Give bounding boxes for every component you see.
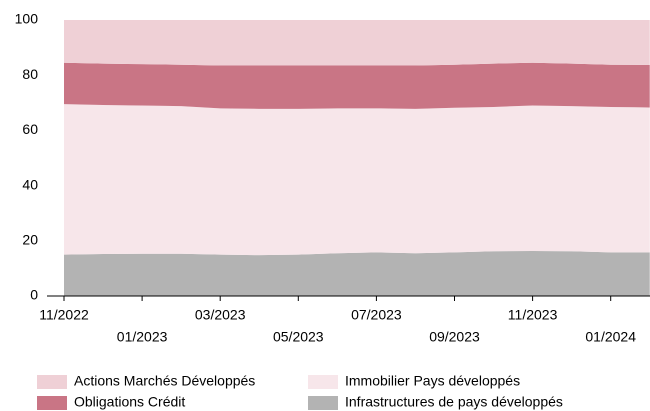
x-tick-label: 11/2022 — [39, 307, 89, 323]
y-tick-label: 0 — [30, 287, 38, 303]
x-tick-label: 07/2023 — [351, 307, 402, 323]
y-tick-label: 40 — [22, 176, 38, 192]
legend-label: Obligations Crédit — [74, 394, 185, 410]
area — [64, 251, 650, 296]
legend-swatch — [308, 375, 338, 389]
x-tick-label: 03/2023 — [195, 307, 246, 323]
y-tick-label: 80 — [22, 66, 38, 82]
legend-swatch — [308, 396, 338, 410]
y-tick-label: 60 — [22, 121, 38, 137]
legend-swatch — [37, 396, 67, 410]
area — [64, 62, 650, 109]
area — [64, 104, 650, 256]
y-tick-label: 20 — [22, 232, 38, 248]
x-tick-label: 11/2023 — [508, 307, 558, 323]
legend-swatch — [37, 375, 67, 389]
x-tick-label: 01/2024 — [585, 329, 636, 345]
x-tick-label: 05/2023 — [273, 329, 324, 345]
legend-label: Immobilier Pays développés — [345, 373, 520, 389]
y-tick-label: 100 — [15, 11, 39, 27]
area — [64, 20, 650, 66]
x-tick-label: 01/2023 — [117, 329, 168, 345]
legend-label: Actions Marchés Développés — [74, 373, 255, 389]
x-tick-label: 09/2023 — [429, 329, 480, 345]
legend-label: Infrastructures de pays développés — [345, 394, 563, 410]
